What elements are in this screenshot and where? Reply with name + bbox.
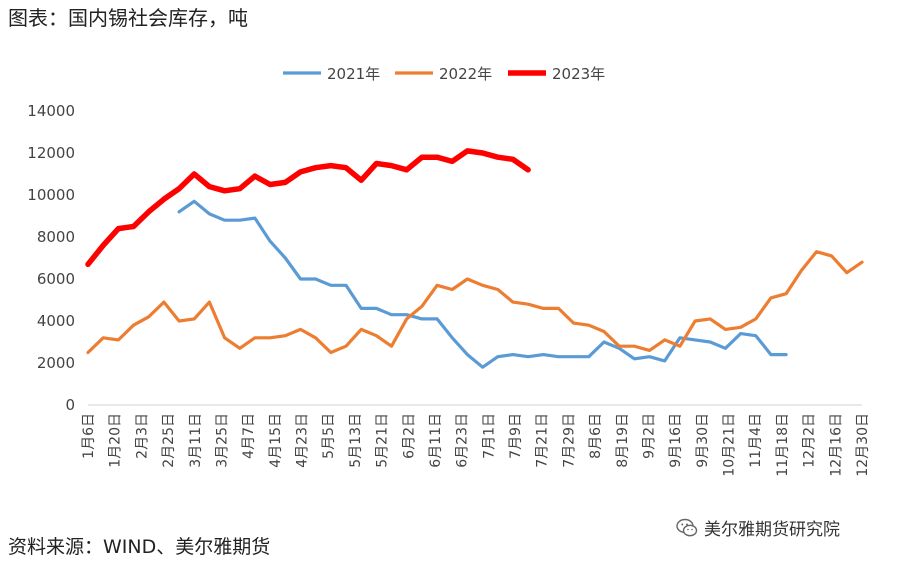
x-tick-label: 8月19日 xyxy=(615,413,631,468)
x-tick-label: 6月23日 xyxy=(455,413,471,468)
x-tick-label: 1月6日 xyxy=(81,413,97,459)
x-tick-label: 9月30日 xyxy=(695,413,711,468)
x-tick-label: 7月21日 xyxy=(535,413,551,468)
chart-title: 图表：国内锡社会库存，吨 xyxy=(8,6,248,30)
y-tick-label: 2000 xyxy=(37,354,75,372)
legend-label: 2023年 xyxy=(552,65,605,83)
x-tick-label: 5月5日 xyxy=(321,413,337,459)
series-lines xyxy=(85,148,864,369)
x-tick-label: 12月16日 xyxy=(828,413,844,477)
legend-label: 2021年 xyxy=(327,65,380,83)
x-tick-label: 9月2日 xyxy=(641,413,657,459)
wechat-icon xyxy=(676,518,698,536)
x-tick-label: 12月2日 xyxy=(802,413,818,468)
x-tick-label: 3月11日 xyxy=(188,413,204,468)
x-tick-label: 7月29日 xyxy=(561,413,577,468)
source-note: 资料来源：WIND、美尔雅期货 xyxy=(8,536,271,558)
x-tick-label: 5月13日 xyxy=(348,413,364,468)
y-tick-label: 8000 xyxy=(37,228,75,246)
x-tick-label: 2月25日 xyxy=(161,413,177,468)
x-tick-label: 3月25日 xyxy=(214,413,230,468)
x-tick-label: 6月11日 xyxy=(428,413,444,468)
y-axis: 0 2000 4000 6000 8000 10000 12000 14000 xyxy=(27,102,75,414)
x-axis: 1月6日 1月20日 2月3日 2月25日 3月11日 3月25日 4月7日 4月15日 4月2… xyxy=(81,404,871,477)
y-tick-label: 4000 xyxy=(37,312,75,330)
y-tick-label: 6000 xyxy=(37,270,75,288)
x-tick-label: 4月15日 xyxy=(268,413,284,468)
y-tick-label: 14000 xyxy=(27,102,75,120)
y-tick-label: 10000 xyxy=(27,186,75,204)
x-tick-label: 11月18日 xyxy=(775,413,791,477)
x-tick-label: 12月30日 xyxy=(855,413,871,477)
x-tick-label: 8月6日 xyxy=(588,413,604,459)
x-tick-label: 10月21日 xyxy=(722,413,738,477)
series-line-2022年 xyxy=(86,250,864,355)
x-tick-label: 7月1日 xyxy=(481,413,497,459)
watermark-text: 美尔雅期货研究院 xyxy=(704,520,840,540)
watermark: 美尔雅期货研究院 xyxy=(676,515,840,540)
x-tick-label: 2月3日 xyxy=(134,413,150,459)
y-tick-label: 0 xyxy=(65,396,75,414)
x-tick-label: 11月4日 xyxy=(748,413,764,468)
series-line-2023年 xyxy=(85,148,531,268)
x-tick-label: 9月16日 xyxy=(668,413,684,468)
x-tick-label: 5月21日 xyxy=(375,413,391,468)
y-tick-label: 12000 xyxy=(27,144,75,162)
x-tick-label: 6月2日 xyxy=(401,413,417,459)
x-tick-label: 4月7日 xyxy=(241,413,257,459)
x-tick-label: 4月23日 xyxy=(295,413,311,468)
legend: 2021年 2022年 2023年 xyxy=(283,65,605,83)
legend-label: 2022年 xyxy=(439,65,492,83)
x-tick-label: 7月9日 xyxy=(508,413,524,459)
x-tick-label: 1月20日 xyxy=(108,413,124,468)
